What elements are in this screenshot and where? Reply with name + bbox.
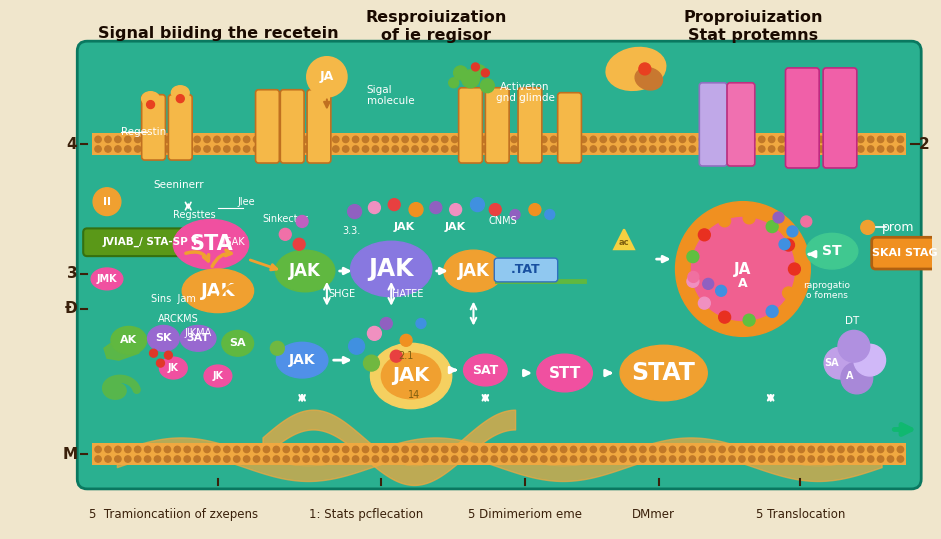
Circle shape xyxy=(343,446,349,453)
Bar xyxy=(92,133,906,155)
Circle shape xyxy=(561,146,566,152)
Circle shape xyxy=(798,456,805,462)
Circle shape xyxy=(461,136,468,143)
Circle shape xyxy=(660,136,666,143)
Circle shape xyxy=(660,146,666,152)
Circle shape xyxy=(729,456,735,462)
Circle shape xyxy=(156,359,165,367)
Circle shape xyxy=(798,136,805,143)
Circle shape xyxy=(511,456,518,462)
Circle shape xyxy=(323,456,329,462)
Circle shape xyxy=(743,314,755,326)
Circle shape xyxy=(400,334,412,346)
Circle shape xyxy=(432,446,438,453)
Circle shape xyxy=(95,146,102,152)
Circle shape xyxy=(501,146,507,152)
Ellipse shape xyxy=(142,92,159,106)
Circle shape xyxy=(630,136,636,143)
Circle shape xyxy=(501,456,507,462)
Circle shape xyxy=(669,446,676,453)
Circle shape xyxy=(787,226,798,237)
Circle shape xyxy=(204,136,210,143)
Circle shape xyxy=(470,198,485,211)
Circle shape xyxy=(382,146,389,152)
Circle shape xyxy=(353,446,359,453)
Circle shape xyxy=(362,136,369,143)
Circle shape xyxy=(857,146,864,152)
Circle shape xyxy=(887,456,894,462)
Circle shape xyxy=(692,218,794,321)
Circle shape xyxy=(115,146,121,152)
Text: prom: prom xyxy=(882,221,914,234)
Circle shape xyxy=(154,146,161,152)
Circle shape xyxy=(135,146,141,152)
Circle shape xyxy=(620,446,626,453)
Circle shape xyxy=(233,446,240,453)
Text: .TAT: .TAT xyxy=(511,264,541,277)
Circle shape xyxy=(848,446,854,453)
Circle shape xyxy=(660,446,666,453)
Circle shape xyxy=(422,146,428,152)
Circle shape xyxy=(124,146,131,152)
Text: -ISAK: -ISAK xyxy=(220,237,246,247)
Circle shape xyxy=(104,136,111,143)
Circle shape xyxy=(491,136,498,143)
Ellipse shape xyxy=(537,354,592,392)
Circle shape xyxy=(687,251,699,262)
Circle shape xyxy=(801,216,812,227)
Text: SAT: SAT xyxy=(472,363,499,377)
Circle shape xyxy=(343,136,349,143)
Ellipse shape xyxy=(204,365,231,387)
Circle shape xyxy=(649,446,656,453)
Circle shape xyxy=(699,446,706,453)
Circle shape xyxy=(244,136,249,143)
Circle shape xyxy=(135,456,141,462)
Ellipse shape xyxy=(620,345,708,401)
Text: JMK: JMK xyxy=(97,274,118,284)
Circle shape xyxy=(441,146,448,152)
Circle shape xyxy=(766,220,778,232)
Circle shape xyxy=(323,146,329,152)
Circle shape xyxy=(144,446,151,453)
Circle shape xyxy=(818,136,824,143)
Circle shape xyxy=(703,279,713,289)
Circle shape xyxy=(510,210,520,219)
Text: 2.1: 2.1 xyxy=(398,351,414,361)
Ellipse shape xyxy=(276,250,335,292)
Circle shape xyxy=(877,446,884,453)
Ellipse shape xyxy=(806,233,858,269)
Text: SKAI STAG: SKAI STAG xyxy=(871,248,937,258)
Circle shape xyxy=(441,446,448,453)
FancyBboxPatch shape xyxy=(83,229,218,256)
Text: JAK: JAK xyxy=(289,262,321,280)
Circle shape xyxy=(176,95,184,102)
Ellipse shape xyxy=(381,353,440,399)
Circle shape xyxy=(461,456,468,462)
Circle shape xyxy=(389,199,400,211)
Circle shape xyxy=(778,456,785,462)
Text: II: II xyxy=(103,197,111,206)
Ellipse shape xyxy=(111,327,147,354)
Circle shape xyxy=(165,146,170,152)
Circle shape xyxy=(769,446,774,453)
Circle shape xyxy=(303,136,310,143)
Circle shape xyxy=(808,136,814,143)
Circle shape xyxy=(452,146,458,152)
Circle shape xyxy=(640,456,646,462)
Circle shape xyxy=(293,456,299,462)
Circle shape xyxy=(868,136,874,143)
Circle shape xyxy=(263,456,270,462)
Circle shape xyxy=(450,204,462,216)
Circle shape xyxy=(471,446,478,453)
Circle shape xyxy=(422,456,428,462)
Circle shape xyxy=(382,136,389,143)
Circle shape xyxy=(749,146,755,152)
Circle shape xyxy=(541,446,547,453)
Circle shape xyxy=(630,446,636,453)
Circle shape xyxy=(581,136,586,143)
Circle shape xyxy=(154,136,161,143)
Circle shape xyxy=(214,456,220,462)
Circle shape xyxy=(600,136,606,143)
Polygon shape xyxy=(614,230,634,249)
